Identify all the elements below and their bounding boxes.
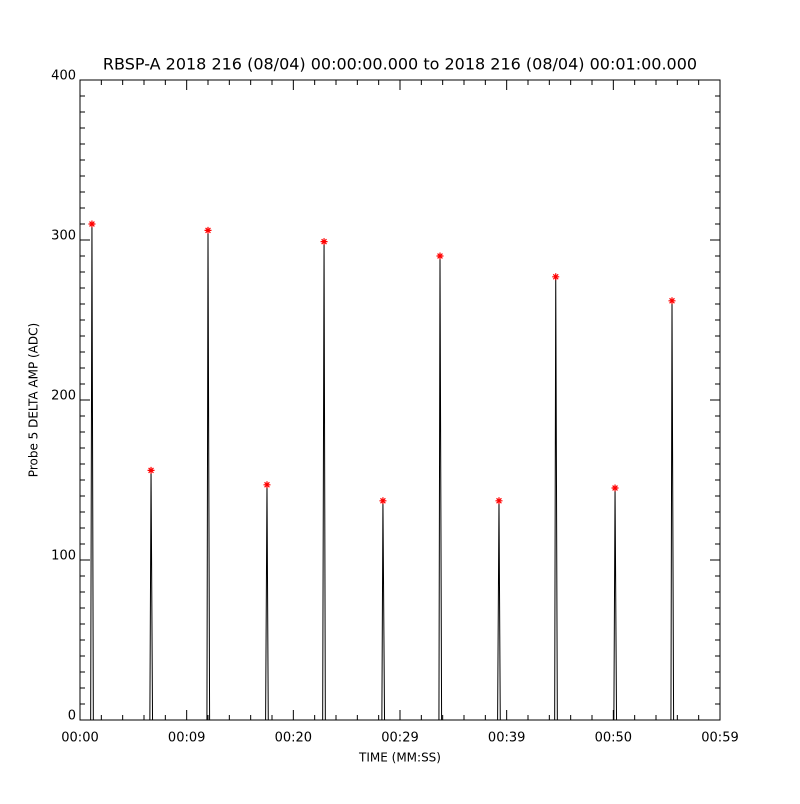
x-tick-label: 00:29 — [381, 731, 418, 746]
y-tick-label: 400 — [51, 69, 76, 84]
signal-line — [90, 223, 675, 721]
peak-marker — [611, 484, 619, 492]
plot-frame — [79, 79, 721, 721]
x-tick-label: 00:00 — [61, 731, 98, 746]
peak-marker — [88, 220, 96, 228]
y-tick-label: 0 — [68, 709, 76, 724]
peak-marker — [436, 252, 444, 260]
peak-marker — [147, 466, 155, 474]
peak-marker — [495, 497, 503, 505]
y-axis-label: Probe 5 DELTA AMP (ADC) — [27, 323, 41, 477]
peak-marker — [668, 297, 676, 305]
x-tick-label: 00:39 — [488, 731, 525, 746]
peak-marker — [320, 238, 328, 246]
peak-marker — [379, 497, 387, 505]
x-tick-label: 00:20 — [275, 731, 312, 746]
peak-marker — [204, 226, 212, 234]
x-tick-label: 00:09 — [168, 731, 205, 746]
peak-marker — [263, 481, 271, 489]
y-tick-label: 100 — [51, 549, 76, 564]
x-axis-label: TIME (MM:SS) — [358, 751, 441, 765]
y-tick-label: 300 — [51, 229, 76, 244]
x-tick-label: 00:50 — [595, 731, 632, 746]
x-tick-label: 00:59 — [701, 731, 738, 746]
y-tick-label: 200 — [51, 389, 76, 404]
chart-title: RBSP-A 2018 216 (08/04) 00:00:00.000 to … — [103, 55, 697, 74]
peak-marker — [552, 273, 560, 281]
